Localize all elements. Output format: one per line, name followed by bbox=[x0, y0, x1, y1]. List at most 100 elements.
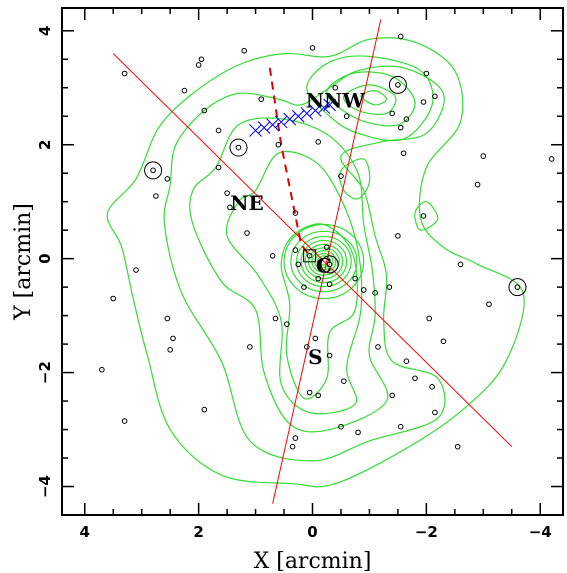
galaxy-point bbox=[341, 378, 347, 384]
galaxy-point bbox=[153, 193, 159, 199]
galaxy-point bbox=[397, 124, 404, 131]
contour-line bbox=[280, 223, 358, 400]
galaxy-point bbox=[309, 45, 316, 51]
galaxy-point bbox=[275, 141, 282, 148]
galaxy-point bbox=[412, 375, 418, 382]
galaxy-point bbox=[247, 344, 253, 350]
marked-galaxy bbox=[388, 75, 407, 94]
galaxy-point bbox=[429, 384, 435, 390]
galaxy-point bbox=[486, 301, 492, 308]
contour-core-ring bbox=[283, 223, 365, 300]
contour-line bbox=[360, 89, 388, 106]
galaxy-point bbox=[420, 213, 427, 219]
galaxy-point bbox=[295, 261, 302, 268]
galaxy-point bbox=[164, 315, 171, 322]
galaxy-point bbox=[480, 153, 487, 159]
galaxy-point bbox=[457, 261, 464, 268]
contour-line bbox=[225, 150, 363, 415]
galaxy-point bbox=[301, 284, 307, 290]
marked-galaxy bbox=[320, 255, 339, 274]
galaxy-point bbox=[352, 275, 358, 282]
galaxy-point bbox=[201, 406, 208, 413]
x-tick-label: 0 bbox=[307, 523, 317, 541]
galaxy-point bbox=[195, 62, 202, 68]
galaxy-point bbox=[292, 435, 299, 441]
galaxy-point bbox=[403, 116, 410, 122]
galaxy-point bbox=[395, 233, 401, 239]
galaxy-point bbox=[215, 164, 222, 171]
galaxy-point bbox=[292, 247, 299, 253]
marked-galaxy bbox=[229, 138, 248, 157]
galaxy-point bbox=[432, 409, 438, 416]
cross-marker bbox=[257, 121, 271, 134]
cross-marker bbox=[323, 98, 336, 112]
x-tick-label: 2 bbox=[193, 523, 203, 541]
annotations: NNW NE C S bbox=[230, 88, 365, 368]
contour-line bbox=[414, 201, 439, 231]
galaxy-point bbox=[224, 190, 230, 196]
contour-line bbox=[189, 117, 389, 433]
galaxy-point bbox=[244, 230, 250, 236]
galaxy-point bbox=[403, 358, 410, 364]
galaxy-point bbox=[474, 181, 481, 188]
galaxy-point bbox=[360, 287, 367, 293]
galaxy-point bbox=[289, 443, 296, 450]
galaxy-point bbox=[326, 281, 333, 288]
galaxy-point bbox=[389, 110, 396, 117]
galaxy-point bbox=[306, 389, 313, 396]
galaxy-point bbox=[215, 127, 222, 134]
region-label: C bbox=[316, 254, 332, 278]
contour-core-ring bbox=[300, 239, 348, 284]
galaxy-point bbox=[386, 284, 393, 290]
galaxy-point bbox=[440, 338, 447, 345]
galaxy-point bbox=[426, 315, 433, 322]
galaxy-point bbox=[227, 204, 233, 211]
galaxy-point bbox=[343, 113, 350, 120]
y-tick-label: −2 bbox=[36, 361, 54, 384]
contour-core-ring bbox=[295, 235, 352, 288]
density-contours bbox=[106, 37, 525, 488]
galaxy-point bbox=[548, 156, 555, 162]
cross-marker bbox=[300, 107, 314, 120]
x-tick-label: −4 bbox=[529, 523, 552, 541]
region-label: NE bbox=[230, 191, 264, 215]
contour-line bbox=[163, 65, 446, 462]
galaxy-point bbox=[121, 418, 128, 424]
galaxy-point bbox=[375, 344, 381, 350]
cross-marker bbox=[266, 118, 280, 132]
galaxy-point bbox=[332, 84, 339, 91]
boxed-galaxy bbox=[303, 249, 317, 263]
galaxy-point bbox=[389, 392, 396, 399]
galaxy-point bbox=[420, 99, 427, 105]
galaxy-point bbox=[315, 392, 321, 399]
galaxy-point bbox=[372, 290, 378, 296]
y-tick-label: 4 bbox=[36, 26, 54, 36]
galaxy-point bbox=[338, 423, 344, 430]
galaxy-point bbox=[110, 295, 117, 302]
marked-galaxy bbox=[508, 278, 527, 297]
cross-marker bbox=[283, 112, 297, 126]
contour-line bbox=[106, 37, 525, 488]
galaxy-points bbox=[99, 33, 555, 450]
cross-marker bbox=[308, 104, 322, 117]
galaxy-point bbox=[315, 139, 321, 145]
galaxy-point bbox=[326, 352, 333, 359]
contour-core-ring bbox=[317, 255, 331, 268]
cross-markers bbox=[249, 98, 336, 137]
galaxy-point bbox=[164, 176, 171, 182]
galaxy-point bbox=[241, 47, 247, 54]
galaxy-point bbox=[454, 443, 461, 450]
x-tick-label: 4 bbox=[80, 523, 90, 541]
marked-galaxy bbox=[144, 161, 163, 180]
galaxy-point bbox=[292, 210, 299, 216]
y-axis-label: Y [arcmin] bbox=[11, 203, 36, 321]
galaxy-point bbox=[304, 344, 310, 350]
galaxy-point bbox=[121, 70, 128, 77]
galaxy-point bbox=[167, 346, 173, 353]
galaxy-point bbox=[432, 93, 438, 100]
region-label: S bbox=[308, 345, 322, 369]
x-axis-label: X [arcmin] bbox=[254, 549, 372, 573]
galaxy-point bbox=[397, 423, 404, 430]
y-tick-label: 0 bbox=[36, 253, 54, 263]
region-label: NNW bbox=[306, 88, 366, 112]
